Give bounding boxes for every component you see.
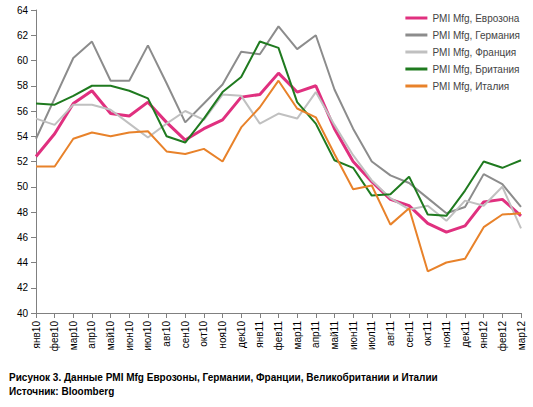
svg-text:июл10: июл10: [142, 321, 153, 351]
svg-text:PMI Mfg, Еврозона: PMI Mfg, Еврозона: [432, 13, 519, 24]
svg-text:янв11: янв11: [254, 321, 265, 348]
svg-text:апр10: апр10: [86, 321, 97, 349]
svg-text:42: 42: [17, 282, 29, 293]
svg-text:окт11: окт11: [422, 321, 433, 346]
svg-text:PMI Mfg, Германия: PMI Mfg, Германия: [432, 30, 520, 41]
svg-text:авг11: авг11: [385, 321, 396, 346]
svg-text:44: 44: [17, 257, 29, 268]
svg-text:май11: май11: [329, 321, 340, 350]
svg-text:60: 60: [17, 55, 29, 66]
svg-text:фев10: фев10: [49, 321, 60, 352]
svg-text:PMI Mfg, Британия: PMI Mfg, Британия: [432, 64, 519, 75]
svg-text:PMI Mfg, Италия: PMI Mfg, Италия: [432, 81, 509, 92]
svg-text:мар10: мар10: [68, 321, 79, 351]
svg-text:56: 56: [17, 106, 29, 117]
svg-text:мар11: мар11: [292, 321, 303, 350]
svg-text:50: 50: [17, 181, 29, 192]
svg-text:фев12: фев12: [497, 321, 508, 352]
svg-text:54: 54: [17, 131, 29, 142]
svg-text:фев11: фев11: [273, 321, 284, 351]
svg-text:июн11: июн11: [348, 321, 359, 350]
svg-text:апр11: апр11: [310, 321, 321, 348]
svg-text:янв12: янв12: [478, 321, 489, 349]
svg-text:июн10: июн10: [124, 321, 135, 351]
svg-text:PMI Mfg, Франция: PMI Mfg, Франция: [432, 47, 516, 58]
svg-text:48: 48: [17, 207, 29, 218]
svg-text:июл11: июл11: [366, 321, 377, 351]
svg-text:сен10: сен10: [180, 321, 191, 349]
svg-text:Источник: Bloomberg: Источник: Bloomberg: [9, 386, 114, 397]
svg-text:46: 46: [17, 232, 29, 243]
svg-text:64: 64: [17, 5, 29, 16]
svg-text:40: 40: [17, 308, 29, 319]
svg-text:авг10: авг10: [161, 321, 172, 347]
svg-text:окт10: окт10: [198, 321, 209, 347]
svg-text:ноя11: ноя11: [441, 321, 452, 348]
svg-text:ноя10: ноя10: [217, 321, 228, 349]
svg-text:52: 52: [17, 156, 29, 167]
svg-text:сен11: сен11: [404, 321, 415, 348]
svg-text:дек11: дек11: [460, 321, 471, 348]
svg-text:дек10: дек10: [236, 321, 247, 348]
svg-text:62: 62: [17, 30, 29, 41]
svg-text:58: 58: [17, 80, 29, 91]
svg-text:мар12: мар12: [516, 321, 527, 351]
svg-text:янв10: янв10: [31, 321, 42, 349]
svg-text:май10: май10: [105, 321, 116, 351]
svg-text:Рисунок 3. Данные PMI Mfg Евро: Рисунок 3. Данные PMI Mfg Еврозоны, Герм…: [9, 372, 438, 383]
